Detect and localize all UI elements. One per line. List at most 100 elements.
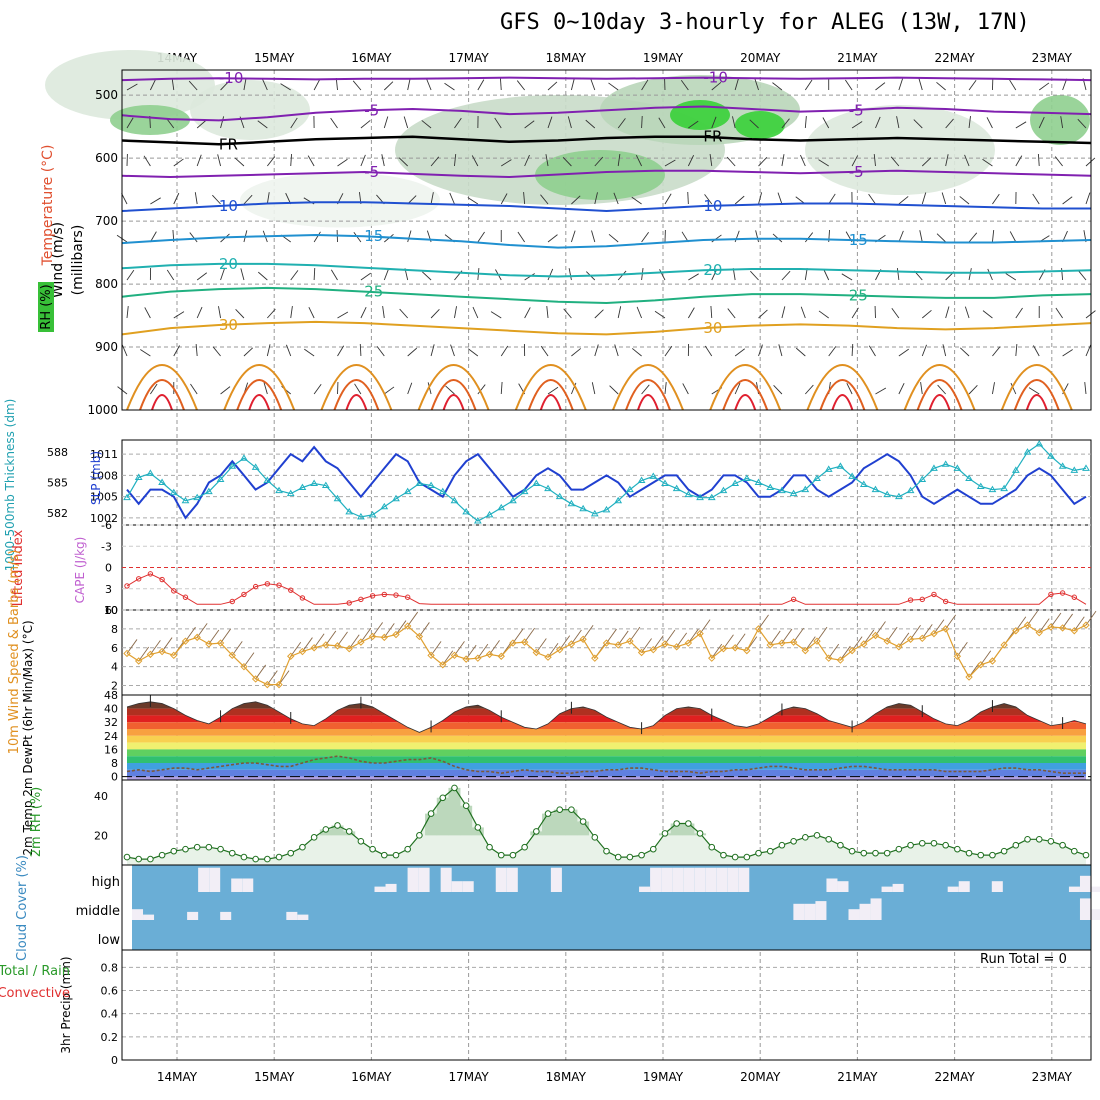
wind-speed-line (126, 624, 1087, 686)
wind-barb-10m (711, 643, 723, 659)
wind-barb (290, 153, 293, 167)
rh-marker (299, 843, 306, 851)
rh-marker (182, 845, 189, 853)
thickness-marker (614, 496, 623, 504)
contour-label: -5 (849, 163, 864, 181)
wind-barb (617, 118, 626, 129)
wind-barb-10m (652, 635, 664, 650)
pressure-tick-label: 800 (95, 277, 118, 291)
rh-marker (1059, 841, 1066, 849)
cloud-middle-bar (804, 903, 816, 920)
wind-speed-marker (930, 629, 938, 638)
rh-marker (380, 851, 388, 859)
rh-marker (614, 853, 622, 861)
wind-barb (144, 307, 151, 319)
rh-marker (135, 855, 142, 863)
wind-barb (330, 117, 338, 129)
wind-barb-10m (898, 632, 910, 648)
wind-speed-marker (251, 675, 260, 683)
wind-barb (851, 121, 863, 129)
wind-barb (1009, 79, 1017, 91)
cloud-high-bar (1079, 875, 1091, 892)
wind-barb-10m (126, 639, 138, 654)
wind-barb (992, 346, 1001, 357)
wind-speed-marker (778, 639, 786, 647)
wind-barb-10m (337, 631, 348, 647)
wind-barb-10m (489, 640, 500, 655)
wind-barb-10m (547, 642, 559, 658)
contour-label: 25 (849, 286, 868, 304)
wind-barb (709, 154, 713, 167)
wind-barb (641, 384, 650, 395)
thickness-marker (216, 475, 225, 482)
thickness-marker (497, 503, 506, 511)
cloud-high-bar (242, 878, 254, 892)
wind-speed-marker (1000, 641, 1008, 649)
li-marker (229, 598, 235, 605)
wind-barb-10m (910, 625, 921, 640)
wind-barb (220, 81, 230, 91)
rh-marker (591, 834, 599, 841)
wind-barb (921, 157, 932, 167)
wind-barb (240, 268, 245, 281)
heating-contour (612, 364, 684, 411)
wind-barb (166, 269, 175, 281)
wind-barb (734, 78, 739, 91)
rh-marker (685, 820, 692, 827)
ylabel-temperature: Temperature (°C) (40, 145, 56, 267)
wind-barb (547, 81, 558, 91)
contour-label: -10 (703, 69, 728, 87)
wind-barb (1085, 192, 1091, 205)
heating-contour (417, 364, 490, 411)
thickness-marker (427, 481, 435, 489)
cloud-high-bar (407, 867, 419, 892)
upper-air-frame (121, 69, 1092, 411)
date-label-top: 21MAY (837, 51, 878, 65)
wind-barb (851, 343, 854, 357)
rh-marker (1047, 837, 1055, 845)
wind-barb (727, 308, 736, 319)
wind-barb (218, 306, 222, 319)
wind-speed-marker (696, 629, 704, 638)
thickness-tick-label: 588 (47, 446, 68, 459)
wind-speed-marker (146, 650, 155, 659)
wind-barb (454, 117, 462, 129)
wind-barb (594, 156, 604, 167)
rh-marker (217, 845, 224, 853)
cloud-high-bar (550, 867, 562, 892)
wind-barb (781, 270, 791, 281)
wind-barb (426, 78, 432, 91)
wind-barb (617, 306, 622, 319)
heating-contour (514, 364, 587, 411)
date-label-top: 16MAY (351, 51, 392, 65)
wind-barb (517, 231, 526, 243)
thickness-marker (450, 496, 459, 504)
cloud-high-bar (738, 867, 750, 892)
wind-barb (266, 344, 271, 357)
wind-speed-marker (134, 657, 143, 665)
wind-barb (591, 230, 596, 243)
rh-marker (837, 841, 844, 849)
precip-tick-label: 0.6 (101, 985, 119, 998)
cloud-high-bar (209, 867, 221, 892)
rh-marker (766, 847, 774, 855)
wind-barb (688, 273, 699, 281)
thickness-marker (672, 484, 681, 492)
wind-speed-marker (556, 645, 564, 654)
wind-barb-10m (161, 637, 173, 652)
rh-marker (240, 853, 248, 861)
wind-barb (654, 310, 666, 319)
heating-contour (333, 379, 380, 411)
wind-barb (262, 78, 268, 91)
thickness-marker (392, 494, 400, 502)
thickness-marker (485, 510, 494, 518)
wind-speed-marker (719, 645, 728, 653)
thickness-marker (193, 493, 202, 501)
wind-speed-marker (322, 641, 330, 649)
date-label-bottom: 22MAY (934, 1070, 975, 1084)
wind-barb (196, 154, 202, 167)
wind-speed-marker (228, 651, 236, 660)
wind-speed-marker (684, 639, 693, 647)
wind-barb (921, 192, 927, 205)
